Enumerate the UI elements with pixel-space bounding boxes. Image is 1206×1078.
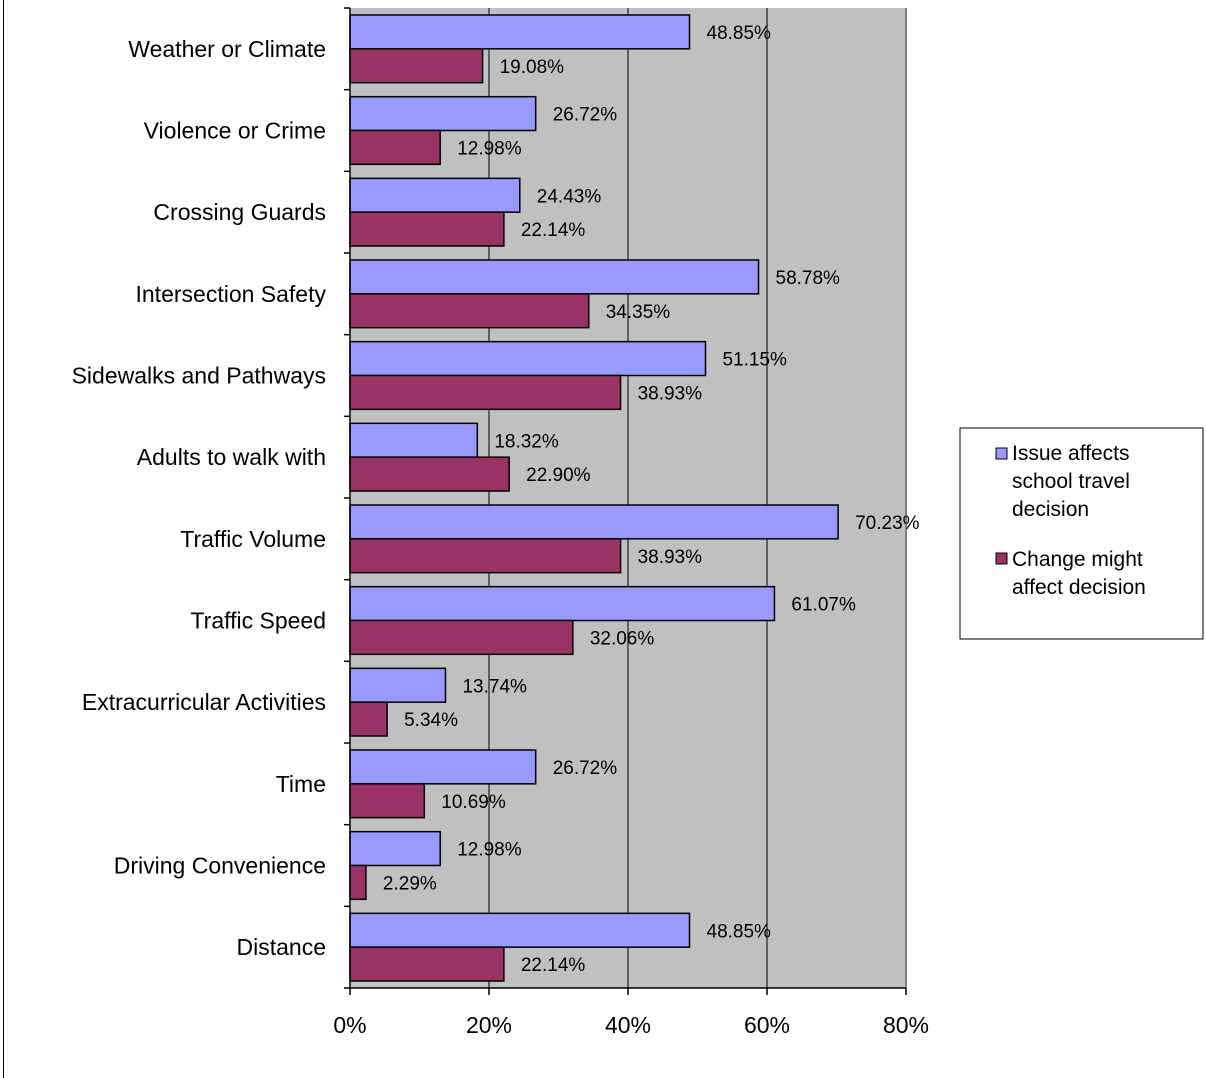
legend: Issue affects school travel decision Cha… <box>959 427 1204 640</box>
category-label-weather-or-climate: Weather or Climate <box>128 36 326 62</box>
bar-issue-crossing-guards <box>349 177 521 213</box>
bar-change-sidewalks-and-pathways <box>349 374 622 411</box>
x-tick-label: 40% <box>605 1012 651 1038</box>
data-label-change-intersection-safety: 34.35% <box>606 302 671 323</box>
data-label-issue-driving-convenience: 12.98% <box>457 840 522 861</box>
bar-issue-violence-or-crime <box>349 95 537 132</box>
data-label-change-crossing-guards: 22.14% <box>521 220 586 241</box>
bar-issue-driving-convenience <box>349 830 441 867</box>
bar-issue-distance <box>349 912 691 948</box>
data-label-issue-distance: 48.85% <box>707 921 772 942</box>
bar-issue-intersection-safety <box>349 259 760 295</box>
x-tick-label: 20% <box>466 1012 512 1038</box>
legend-swatch-issue <box>995 447 1008 460</box>
legend-label-issue: Issue affects school travel decision <box>1012 442 1136 521</box>
data-label-issue-violence-or-crime: 26.72% <box>553 105 618 126</box>
bar-issue-weather-or-climate <box>349 14 691 50</box>
data-label-issue-traffic-speed: 61.07% <box>791 595 856 616</box>
data-label-issue-intersection-safety: 58.78% <box>776 268 841 289</box>
x-tick-label: 80% <box>883 1012 929 1038</box>
data-label-issue-traffic-volume: 70.23% <box>855 513 920 534</box>
data-label-issue-sidewalks-and-pathways: 51.15% <box>722 350 787 371</box>
legend-box <box>959 427 1204 640</box>
data-label-change-violence-or-crime: 12.98% <box>457 138 522 159</box>
category-label-violence-or-crime: Violence or Crime <box>144 118 326 144</box>
bar-issue-sidewalks-and-pathways <box>349 340 707 377</box>
category-label-sidewalks-and-pathways: Sidewalks and Pathways <box>72 363 326 389</box>
bar-change-weather-or-climate <box>349 48 484 84</box>
category-label-crossing-guards: Crossing Guards <box>153 199 326 225</box>
data-label-change-driving-convenience: 2.29% <box>383 873 437 894</box>
category-label-intersection-safety: Intersection Safety <box>136 281 327 307</box>
data-label-issue-extracurricular-activities: 13.74% <box>462 676 527 697</box>
data-label-change-adults-to-walk-with: 22.90% <box>526 465 591 486</box>
data-label-issue-crossing-guards: 24.43% <box>537 186 602 207</box>
bar-change-intersection-safety <box>349 293 590 329</box>
bar-issue-extracurricular-activities <box>349 667 447 703</box>
bar-change-violence-or-crime <box>349 129 441 166</box>
bar-change-time <box>349 783 426 819</box>
category-label-driving-convenience: Driving Convenience <box>114 853 326 879</box>
category-label-traffic-speed: Traffic Speed <box>190 608 326 634</box>
data-label-change-time: 10.69% <box>441 792 506 813</box>
category-label-traffic-volume: Traffic Volume <box>180 526 326 552</box>
bar-issue-adults-to-walk-with <box>349 422 479 458</box>
bar-change-distance <box>349 946 505 982</box>
data-label-issue-adults-to-walk-with: 18.32% <box>494 431 559 452</box>
data-label-change-distance: 22.14% <box>521 955 586 976</box>
data-label-change-weather-or-climate: 19.08% <box>500 57 565 78</box>
data-label-change-extracurricular-activities: 5.34% <box>404 710 458 731</box>
category-label-extracurricular-activities: Extracurricular Activities <box>82 689 326 715</box>
category-label-adults-to-walk-with: Adults to walk with <box>137 444 326 470</box>
category-label-time: Time <box>276 771 326 797</box>
bar-change-traffic-speed <box>349 619 574 656</box>
bar-issue-traffic-volume <box>349 504 839 540</box>
legend-swatch-change <box>995 552 1008 565</box>
bar-change-traffic-volume <box>349 538 622 574</box>
data-label-issue-time: 26.72% <box>553 758 618 779</box>
bar-change-extracurricular-activities <box>349 701 388 737</box>
category-label-distance: Distance <box>237 934 326 960</box>
data-label-change-traffic-speed: 32.06% <box>590 628 655 649</box>
bar-issue-time <box>349 749 537 785</box>
bar-change-adults-to-walk-with <box>349 456 510 492</box>
data-label-issue-weather-or-climate: 48.85% <box>707 23 772 44</box>
bar-change-driving-convenience <box>349 864 367 901</box>
x-tick-label: 0% <box>333 1012 366 1038</box>
data-label-change-sidewalks-and-pathways: 38.93% <box>638 383 703 404</box>
legend-label-change: Change might affect decision <box>1012 548 1149 599</box>
x-tick-label: 60% <box>744 1012 790 1038</box>
bar-change-crossing-guards <box>349 211 505 247</box>
bar-issue-traffic-speed <box>349 585 776 622</box>
data-label-change-traffic-volume: 38.93% <box>638 547 703 568</box>
